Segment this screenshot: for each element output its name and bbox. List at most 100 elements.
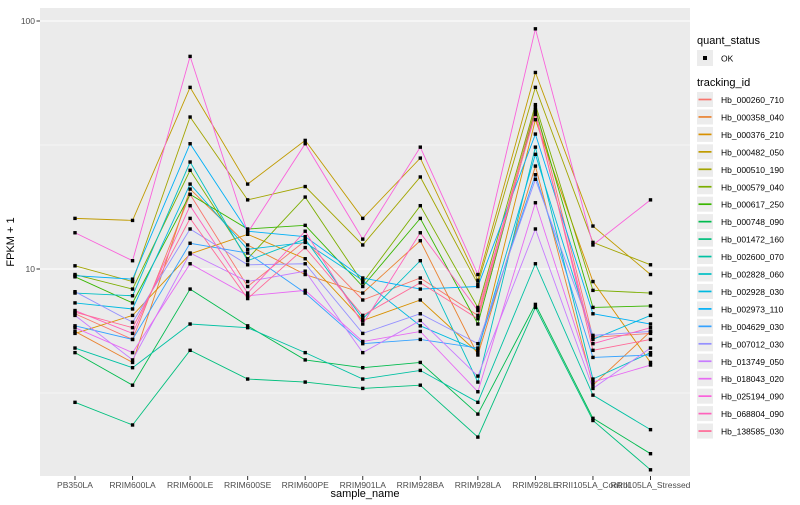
data-point bbox=[591, 355, 595, 360]
legend-item: Hb_000358_040 bbox=[697, 109, 784, 125]
data-point bbox=[130, 301, 135, 305]
data-point bbox=[245, 247, 250, 252]
data-point bbox=[418, 276, 422, 280]
data-point bbox=[188, 115, 192, 119]
data-point bbox=[130, 259, 135, 263]
data-point bbox=[591, 305, 595, 310]
data-point bbox=[245, 243, 250, 247]
x-tick-label: RRIM928BA bbox=[397, 480, 445, 490]
data-point bbox=[476, 317, 480, 321]
quant-status-ok-label: OK bbox=[721, 54, 734, 64]
x-tick-label: RRII105LA_Stressed bbox=[611, 480, 691, 490]
legend-item-label: Hb_068804_090 bbox=[721, 409, 784, 419]
legend-item-label: Hb_025194_090 bbox=[721, 392, 784, 402]
data-point bbox=[303, 142, 307, 146]
y-tick-label: 10 bbox=[26, 264, 36, 274]
data-point bbox=[361, 237, 365, 241]
data-point bbox=[648, 468, 653, 472]
data-point bbox=[476, 278, 480, 283]
data-point bbox=[188, 85, 192, 90]
data-point bbox=[130, 313, 135, 318]
data-point bbox=[245, 324, 250, 328]
data-point bbox=[591, 418, 595, 423]
x-axis-title: sample_name bbox=[330, 488, 399, 500]
data-point bbox=[245, 182, 250, 186]
data-point bbox=[245, 198, 250, 202]
data-point bbox=[361, 276, 365, 280]
data-point bbox=[418, 337, 422, 342]
legend-item-label: Hb_002600_070 bbox=[721, 252, 784, 262]
data-point bbox=[73, 329, 77, 334]
data-point bbox=[303, 350, 307, 355]
data-point bbox=[476, 346, 480, 350]
data-point bbox=[476, 308, 480, 313]
data-point bbox=[303, 234, 307, 239]
data-point bbox=[591, 279, 595, 284]
legend-item-label: Hb_002828_060 bbox=[721, 270, 784, 280]
data-point bbox=[533, 107, 538, 112]
data-point bbox=[648, 331, 653, 336]
data-point bbox=[245, 227, 250, 231]
data-point bbox=[73, 350, 77, 355]
data-point bbox=[533, 177, 538, 181]
data-point bbox=[361, 317, 365, 321]
data-point bbox=[533, 152, 538, 157]
data-point bbox=[476, 390, 480, 394]
data-point bbox=[591, 243, 595, 247]
data-point bbox=[476, 400, 480, 405]
data-point bbox=[418, 156, 422, 160]
data-point bbox=[591, 393, 595, 397]
data-point bbox=[130, 360, 135, 365]
data-point bbox=[648, 337, 653, 342]
data-point bbox=[361, 291, 365, 295]
data-point bbox=[533, 164, 538, 168]
x-axis: PB350LA RRIM600LA RRIM600LE RRIM600SE RRIM60… bbox=[57, 476, 691, 490]
ok-point-marker-icon bbox=[703, 56, 707, 60]
legend-item-label: Hb_000748_090 bbox=[721, 217, 784, 227]
data-point bbox=[361, 322, 365, 326]
data-point bbox=[591, 380, 595, 384]
data-point bbox=[533, 145, 538, 149]
data-point bbox=[418, 175, 422, 179]
data-point bbox=[303, 245, 307, 250]
legend-item-label: Hb_004629_030 bbox=[721, 322, 784, 332]
quant-status-legend-title: quant_status bbox=[697, 35, 760, 47]
legend-item: Hb_002973_110 bbox=[697, 301, 784, 317]
data-point bbox=[303, 138, 307, 143]
data-point bbox=[533, 102, 538, 107]
data-point bbox=[361, 339, 365, 344]
legend-item-label: Hb_013749_050 bbox=[721, 357, 784, 367]
data-point bbox=[130, 277, 135, 281]
data-point bbox=[73, 331, 77, 336]
data-point bbox=[361, 284, 365, 289]
data-point bbox=[648, 322, 653, 326]
data-point bbox=[591, 416, 595, 421]
data-point bbox=[418, 312, 422, 316]
data-point bbox=[73, 313, 77, 318]
legend-item-label: Hb_007012_030 bbox=[721, 339, 784, 349]
data-point bbox=[303, 380, 307, 384]
data-point bbox=[303, 257, 307, 261]
data-point bbox=[476, 353, 480, 357]
data-point bbox=[591, 341, 595, 346]
data-point bbox=[476, 313, 480, 318]
data-point bbox=[361, 278, 365, 283]
data-point bbox=[188, 203, 192, 208]
data-point bbox=[303, 288, 307, 293]
data-point bbox=[73, 216, 77, 221]
data-point bbox=[418, 231, 422, 235]
x-tick-label: RRIM901LA bbox=[340, 480, 387, 490]
data-point bbox=[533, 70, 538, 75]
data-point bbox=[361, 377, 365, 381]
legend-item: Hb_025194_090 bbox=[697, 388, 784, 404]
data-point bbox=[130, 365, 135, 370]
legend-item-label: Hb_000358_040 bbox=[721, 112, 784, 122]
data-point bbox=[245, 284, 250, 289]
data-point bbox=[303, 291, 307, 295]
data-point bbox=[418, 259, 422, 263]
data-point bbox=[245, 294, 250, 298]
data-point bbox=[476, 305, 480, 310]
legend-item-label: Hb_000617_250 bbox=[721, 200, 784, 210]
data-point bbox=[361, 386, 365, 391]
data-point bbox=[533, 132, 538, 136]
